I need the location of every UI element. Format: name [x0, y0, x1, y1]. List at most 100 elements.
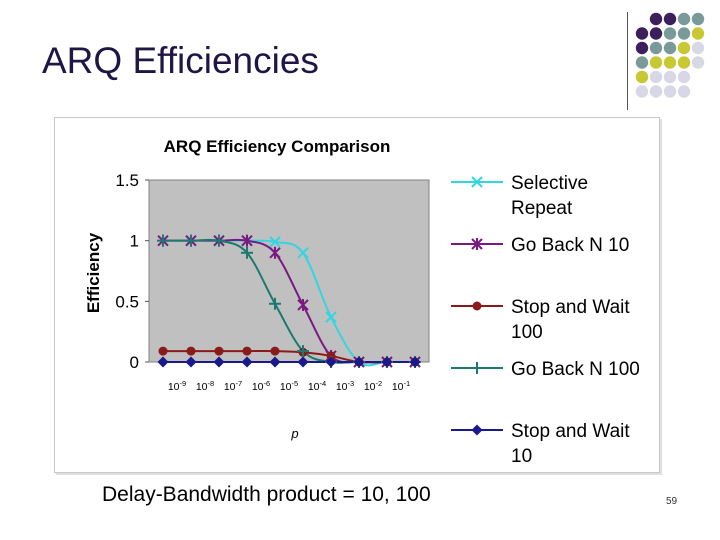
data-point-series-1	[241, 234, 253, 247]
decorative-dot	[635, 27, 649, 40]
data-point-series-4	[213, 356, 225, 368]
x-tick-exponent: -5	[292, 379, 299, 388]
x-tick-exponent: -6	[264, 379, 271, 388]
data-point-series-3	[241, 246, 253, 259]
legend-label: Selective Repeat	[511, 173, 588, 219]
y-axis-label: Efficiency	[84, 232, 103, 313]
x-tick-label: 10-3	[336, 379, 354, 393]
decorative-dot	[663, 12, 677, 26]
legend-item: Stop and Wait 100	[451, 297, 630, 343]
decorative-dot	[691, 12, 705, 26]
data-point-series-0	[325, 311, 337, 323]
legend-swatch-marker	[472, 301, 482, 311]
decorative-dot	[635, 41, 649, 55]
decorative-dot	[635, 70, 649, 84]
x-tick-label: 10-4	[308, 379, 326, 393]
decorative-dot	[649, 27, 663, 40]
x-tick-base: 10	[392, 381, 404, 393]
data-point-series-4	[325, 356, 337, 368]
data-point-series-2	[214, 346, 224, 356]
data-point-series-3	[297, 345, 309, 358]
decorative-dot	[649, 56, 663, 69]
x-tick-exponent: -4	[320, 379, 327, 388]
decorative-dot	[663, 70, 677, 84]
decorative-dot	[663, 56, 677, 69]
x-tick-label: 10-6	[252, 379, 270, 393]
decorative-dot	[677, 56, 691, 69]
legend-label: Go Back N 10	[511, 235, 629, 256]
data-point-series-4	[409, 356, 421, 368]
legend-swatch-marker	[471, 362, 483, 374]
data-point-series-2	[186, 346, 196, 356]
data-point-series-2	[326, 351, 336, 361]
decorative-dot	[649, 85, 663, 98]
x-tick-base: 10	[336, 381, 348, 393]
data-point-series-0	[269, 236, 281, 248]
x-tick-label: 10-8	[196, 379, 214, 393]
slide-caption: Delay-Bandwidth product = 10, 100	[102, 483, 431, 506]
x-axis-label: p	[290, 426, 298, 441]
decorative-dot	[677, 27, 691, 40]
decorative-dot	[663, 41, 677, 55]
decorative-dot-grid	[635, 12, 705, 98]
x-tick-exponent: -9	[180, 379, 187, 388]
decorative-divider	[627, 12, 628, 110]
legend-item: Go Back N 100	[451, 359, 640, 380]
legend-box	[443, 162, 647, 470]
data-point-series-0	[297, 247, 309, 259]
legend-label: Go Back N 100	[511, 359, 640, 380]
decorative-dot	[677, 85, 691, 98]
legend-swatch-marker	[471, 238, 483, 250]
data-point-series-1	[269, 246, 281, 259]
decorative-dot	[663, 85, 677, 98]
x-tick-label: 10-2	[364, 379, 382, 393]
x-tick-exponent: -2	[376, 379, 383, 388]
x-tick-base: 10	[280, 381, 292, 393]
y-tick-label: 1	[130, 232, 139, 251]
x-tick-label: 10-9	[168, 379, 186, 393]
x-tick-base: 10	[308, 381, 320, 393]
legend-item: Stop and Wait 10	[451, 421, 630, 467]
data-point-series-4	[381, 356, 393, 368]
x-tick-base: 10	[364, 381, 376, 393]
data-point-series-4	[269, 356, 281, 368]
legend-swatch-marker	[471, 424, 483, 436]
data-point-series-3	[157, 234, 169, 247]
legend-label: Stop and Wait 10	[511, 421, 630, 467]
legend-label: Stop and Wait 100	[511, 297, 630, 343]
decorative-dot	[691, 56, 705, 69]
data-point-series-1	[297, 298, 309, 311]
x-tick-base: 10	[168, 381, 180, 393]
x-tick-label: 10-1	[392, 379, 410, 393]
decorative-dot	[635, 85, 649, 98]
plot-area	[148, 179, 430, 363]
decorative-dot	[677, 70, 691, 84]
decorative-dot	[649, 41, 663, 55]
x-tick-label: 10-7	[224, 379, 242, 393]
x-tick-base: 10	[196, 381, 208, 393]
chart-container: ARQ Efficiency Comparison Efficiency p 0…	[54, 117, 660, 473]
chart: ARQ Efficiency Comparison Efficiency p 0…	[84, 137, 647, 470]
decorative-dot	[691, 41, 705, 55]
data-point-series-3	[213, 234, 225, 247]
data-point-series-2	[242, 346, 252, 356]
x-tick-base: 10	[252, 381, 264, 393]
slide-title: ARQ Efficiencies	[42, 40, 319, 81]
data-point-series-2	[158, 346, 168, 356]
data-point-series-4	[297, 356, 309, 368]
data-point-series-4	[157, 356, 169, 368]
decorative-dot	[677, 12, 691, 26]
data-point-series-2	[270, 346, 280, 356]
x-tick-label: 10-5	[280, 379, 298, 393]
decorative-dot	[663, 27, 677, 40]
legend-item: Selective Repeat	[451, 173, 588, 219]
data-point-series-3	[185, 234, 197, 247]
legend-swatch-marker	[471, 176, 483, 188]
data-point-series-4	[353, 356, 365, 368]
data-point-series-4	[241, 356, 253, 368]
x-tick-exponent: -3	[348, 379, 355, 388]
data-point-series-4	[185, 356, 197, 368]
decorative-dot	[691, 27, 705, 40]
x-tick-exponent: -8	[208, 379, 215, 388]
decorative-dot	[635, 56, 649, 69]
